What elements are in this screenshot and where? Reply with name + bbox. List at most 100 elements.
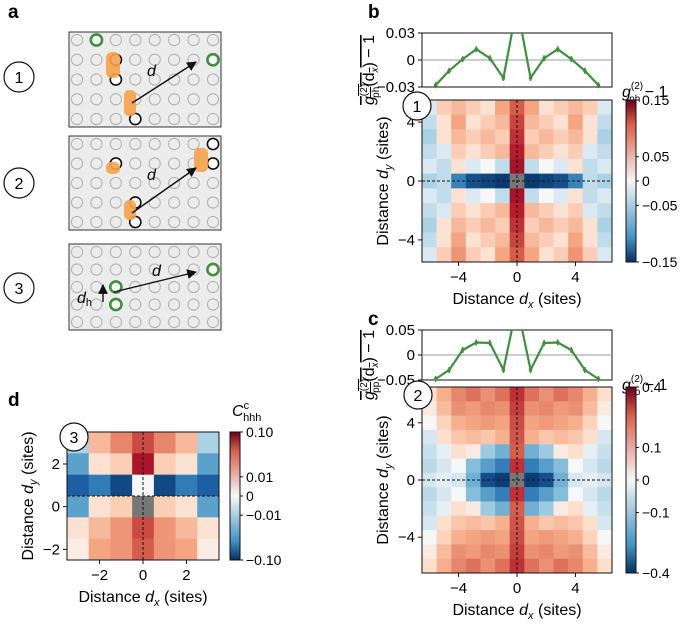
lattice-sites-3: [70, 245, 220, 329]
x-axis-label-text: Distance: [452, 602, 519, 619]
heatmap-cell: [422, 129, 437, 145]
site-spin: [70, 215, 84, 229]
heatmap-cell: [582, 515, 598, 531]
heatmap-cell: [582, 144, 598, 160]
heatmap-cell: [524, 429, 540, 445]
x-axis-label-var: d: [145, 589, 155, 606]
y-axis-label-unit: (sites): [375, 415, 392, 463]
heatmap-cell: [175, 432, 198, 454]
hole-distance-label: dh: [77, 290, 92, 309]
heatmap-cell: [465, 429, 481, 445]
heatmap-cell: [465, 501, 481, 517]
hole-distance-sub: h: [86, 297, 92, 309]
site-spin: [109, 33, 123, 47]
x-axis-label-sub: x: [527, 299, 534, 311]
heatmap-cell: [110, 453, 133, 475]
heatmap-cell: [451, 158, 467, 174]
heatmap-cell: [553, 501, 569, 517]
data-point: [460, 57, 465, 61]
heatmap-cell: [568, 188, 584, 204]
heatmap-cell: [524, 129, 540, 145]
site-spin: [70, 245, 84, 259]
heatmap-cell: [538, 558, 554, 574]
heatmap-cell: [480, 114, 496, 130]
line-plot-y-label-sub: pp: [371, 381, 382, 393]
heatmap-cell: [465, 458, 481, 474]
heatmap-cell: [524, 203, 540, 219]
heatmap-cell: [568, 173, 584, 189]
heatmap-cell: [582, 487, 598, 502]
x-tick-label: 2: [182, 567, 190, 584]
heatmap-center-cell: [132, 496, 155, 518]
heatmap-cell: [465, 401, 481, 416]
heatmap-cell: [422, 217, 437, 233]
heatmap-cell: [436, 458, 452, 474]
site-spin: [129, 73, 142, 86]
heatmap-cell: [495, 415, 510, 431]
heatmap-cell: [553, 387, 569, 402]
heatmap-cell: [568, 501, 584, 517]
heatmap-cell: [422, 429, 437, 445]
heatmap-cell: [480, 144, 496, 160]
heatmap-cell: [495, 558, 510, 574]
heatmap-cell: [436, 558, 452, 574]
heatmap-cell: [553, 458, 569, 474]
heatmap-cell: [451, 203, 467, 219]
heatmap-cell: [524, 158, 540, 174]
heatmap-cell: [175, 496, 198, 518]
heatmap-cell: [465, 100, 481, 116]
heatmap-cell: [553, 203, 569, 219]
site-spin: [90, 112, 103, 126]
heatmap-cell: [480, 129, 496, 145]
line-plot-y-label-main: g: [361, 96, 378, 105]
colorbar-tick-label: −0.4: [642, 565, 670, 581]
heatmap-cell: [597, 129, 613, 145]
heatmap-cell: [597, 487, 613, 502]
panel-label-b: b: [368, 2, 380, 23]
lattice-sites-2: [70, 137, 220, 229]
heatmap-cell: [524, 472, 540, 488]
legend-main: g: [622, 84, 631, 101]
heatmap-cell: [582, 158, 598, 174]
heatmap-cell: [451, 415, 467, 431]
site-spin: [167, 53, 181, 66]
site-spin: [148, 215, 161, 229]
heatmap-cell: [451, 429, 467, 445]
site-spin: [167, 298, 181, 311]
heatmap-cell: [509, 558, 525, 574]
heatmap-cell: [538, 232, 554, 248]
distance-arrow-2: [131, 167, 197, 214]
heatmap-cell: [465, 387, 481, 402]
site-spin: [70, 112, 84, 126]
line-plot-y-label-tail: (d: [361, 72, 378, 86]
site-spin: [148, 73, 161, 86]
site-spin: [129, 298, 142, 311]
data-point: [569, 348, 574, 352]
heatmap-cell: [524, 501, 540, 517]
heatmap-cell: [597, 114, 613, 130]
x-axis-label-unit: (sites): [534, 602, 582, 619]
heatmap-cell: [132, 474, 155, 497]
heatmap-cell: [436, 217, 452, 233]
site-spin: [148, 112, 161, 126]
colorbar-tick-label: −0.15: [642, 254, 678, 270]
heatmap-marker-text: 2: [414, 388, 423, 405]
data-point: [501, 368, 506, 372]
x-tick-label: 0: [139, 567, 147, 584]
heatmap-cell: [597, 188, 613, 204]
heatmap-cell: [553, 558, 569, 574]
y-tick-label: 2: [52, 456, 60, 473]
y-axis-label-text: Distance: [375, 478, 392, 545]
heatmap-cell: [465, 415, 481, 431]
x-tick-label: 4: [571, 269, 579, 286]
heatmap-cell: [495, 501, 510, 517]
heatmap-cell: [495, 129, 510, 145]
lattice-box-1: [68, 31, 222, 128]
heatmap-cell: [553, 232, 569, 248]
site-spin: [206, 33, 220, 47]
legend-tail: − 1: [640, 84, 667, 101]
